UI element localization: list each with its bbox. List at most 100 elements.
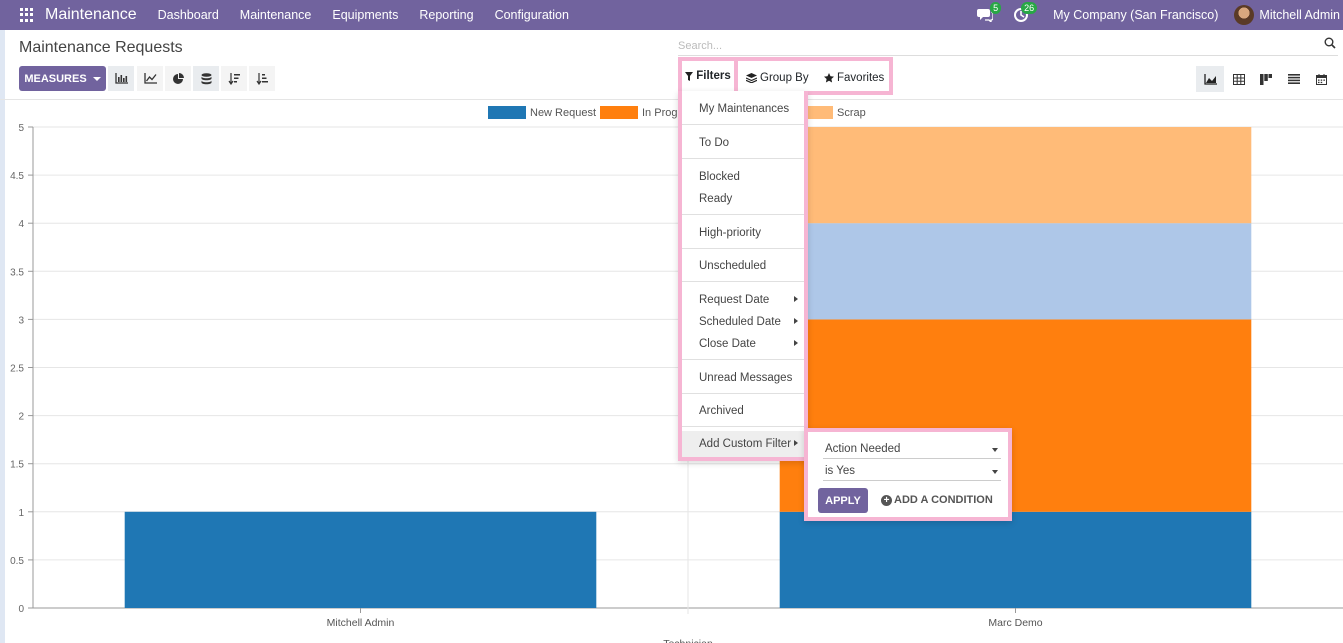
- favorites-toggle[interactable]: Favorites: [824, 72, 884, 84]
- dropdown-divider: [682, 281, 804, 282]
- bar-segment: [779, 223, 1252, 320]
- activities-badge: 26: [1021, 2, 1038, 14]
- legend-swatch: [600, 106, 638, 119]
- y-tick-label: 4: [18, 219, 24, 230]
- filters-toggle[interactable]: Filters: [682, 61, 738, 91]
- search-options-bar: Filters Group By Favorites: [678, 57, 893, 95]
- filter-scheduled-date[interactable]: Scheduled Date: [699, 316, 781, 328]
- filter-unscheduled[interactable]: Unscheduled: [699, 260, 767, 272]
- x-axis-label: Technician: [663, 638, 713, 643]
- add-custom-filter-row[interactable]: [682, 431, 804, 457]
- measures-label: MEASURES: [24, 72, 87, 85]
- search-icon[interactable]: [1324, 37, 1336, 49]
- legend-swatch: [488, 106, 526, 119]
- menu-configuration[interactable]: Configuration: [494, 8, 569, 22]
- view-pivot-button[interactable]: [1225, 66, 1253, 92]
- filters-label: Filters: [696, 70, 731, 82]
- pie-chart-button[interactable]: [165, 66, 191, 91]
- dropdown-divider: [682, 158, 804, 159]
- filter-to-do[interactable]: To Do: [699, 137, 730, 149]
- y-tick-label: 5: [18, 123, 24, 134]
- group-by-toggle[interactable]: Group By: [746, 72, 809, 84]
- menu-maintenance[interactable]: Maintenance: [239, 8, 312, 22]
- sort-descending-button[interactable]: [221, 66, 247, 91]
- y-tick-label: 4.5: [10, 171, 24, 182]
- line-chart-icon: [143, 73, 157, 84]
- pie-chart-icon: [173, 72, 184, 84]
- dropdown-divider: [682, 426, 804, 427]
- view-list-button[interactable]: [1280, 66, 1308, 92]
- add-condition-button[interactable]: + ADD A CONDITION: [881, 494, 993, 506]
- database-icon: [201, 72, 211, 84]
- menu-reporting[interactable]: Reporting: [419, 8, 474, 22]
- plus-circle-icon: +: [881, 494, 892, 506]
- filter-icon: [685, 71, 694, 81]
- legend-label: New Request: [530, 107, 596, 119]
- star-icon: [824, 73, 834, 83]
- apply-button[interactable]: APPLY: [818, 488, 868, 513]
- messages-button[interactable]: 5: [971, 0, 1002, 30]
- dropdown-divider: [682, 393, 804, 394]
- filter-archived[interactable]: Archived: [699, 405, 744, 417]
- filter-blocked[interactable]: Blocked: [699, 171, 740, 183]
- graph-chart: 0 0.5 1 1.5 2 2.5 3 3.5 4 4.5 5 Mitchell Admin Marc …: [10, 106, 1343, 643]
- filter-unread-messages[interactable]: Unread Messages: [699, 372, 793, 384]
- search-bar: [678, 36, 1338, 56]
- avatar[interactable]: [1234, 5, 1255, 25]
- dropdown-divider: [682, 124, 804, 125]
- y-tick-label: 1.5: [10, 460, 24, 471]
- calendar-icon: [1315, 73, 1327, 85]
- dropdown-divider: [682, 214, 804, 215]
- view-graph-button[interactable]: [1196, 66, 1224, 92]
- filter-ready[interactable]: Ready: [699, 193, 733, 205]
- sort-desc-icon: [228, 72, 240, 85]
- activities-button[interactable]: 26: [1007, 0, 1038, 30]
- add-custom-filter[interactable]: Add Custom Filter: [699, 438, 792, 450]
- caret-down-icon: [992, 470, 998, 474]
- filter-my-maintenances[interactable]: My Maintenances: [699, 103, 790, 115]
- submenu-arrow-icon: [794, 296, 798, 302]
- caret-down-icon: [92, 76, 101, 81]
- filters-dropdown: My Maintenances To Do Blocked Ready High…: [678, 91, 808, 461]
- stacked-button[interactable]: [193, 66, 219, 91]
- area-chart-icon: [1203, 73, 1217, 85]
- sort-ascending-button[interactable]: [249, 66, 275, 91]
- custom-filter-operator-select[interactable]: is Yes: [823, 462, 1001, 481]
- table-icon: [1233, 73, 1245, 85]
- dropdown-divider: [682, 359, 804, 360]
- bar-segment: [779, 511, 1252, 608]
- menu-equipments[interactable]: Equipments: [332, 8, 399, 22]
- page-title: Maintenance Requests: [19, 39, 183, 56]
- favorites-label: Favorites: [837, 72, 885, 84]
- view-kanban-button[interactable]: [1252, 66, 1280, 92]
- custom-filter-field-select[interactable]: Action Needed: [823, 440, 1001, 459]
- layers-icon: [746, 73, 757, 83]
- filter-request-date[interactable]: Request Date: [699, 294, 770, 306]
- bar-segment: [124, 511, 597, 608]
- messages-badge: 5: [990, 2, 1002, 14]
- search-input[interactable]: [678, 37, 1298, 52]
- menu-dashboard[interactable]: Dashboard: [157, 8, 219, 22]
- control-panel-separator: [0, 99, 1343, 100]
- top-navbar: Maintenance Dashboard Maintenance Equipm…: [0, 0, 1343, 30]
- filter-high-priority[interactable]: High-priority: [699, 227, 761, 239]
- line-chart-button[interactable]: [137, 66, 163, 91]
- user-menu[interactable]: Mitchell Admin: [1259, 8, 1340, 22]
- group-by-label: Group By: [760, 72, 809, 84]
- bar-chart-button[interactable]: [108, 66, 134, 91]
- bar-chart-icon: [114, 73, 128, 84]
- caret-down-icon: [992, 448, 998, 452]
- bar-segment: [779, 127, 1252, 224]
- app-brand[interactable]: Maintenance: [45, 6, 137, 23]
- filter-close-date[interactable]: Close Date: [699, 338, 756, 350]
- submenu-arrow-icon: [794, 340, 798, 346]
- view-calendar-button[interactable]: [1307, 66, 1335, 92]
- x-tick-label: Marc Demo: [988, 617, 1042, 629]
- measures-button[interactable]: MEASURES: [19, 66, 106, 91]
- list-icon: [1288, 74, 1300, 84]
- apps-menu-icon[interactable]: [20, 8, 34, 22]
- add-condition-label: ADD A CONDITION: [894, 494, 993, 506]
- company-switcher[interactable]: My Company (San Francisco): [1053, 8, 1219, 22]
- y-tick-label: 0: [18, 604, 24, 615]
- operator-value: is Yes: [825, 465, 856, 477]
